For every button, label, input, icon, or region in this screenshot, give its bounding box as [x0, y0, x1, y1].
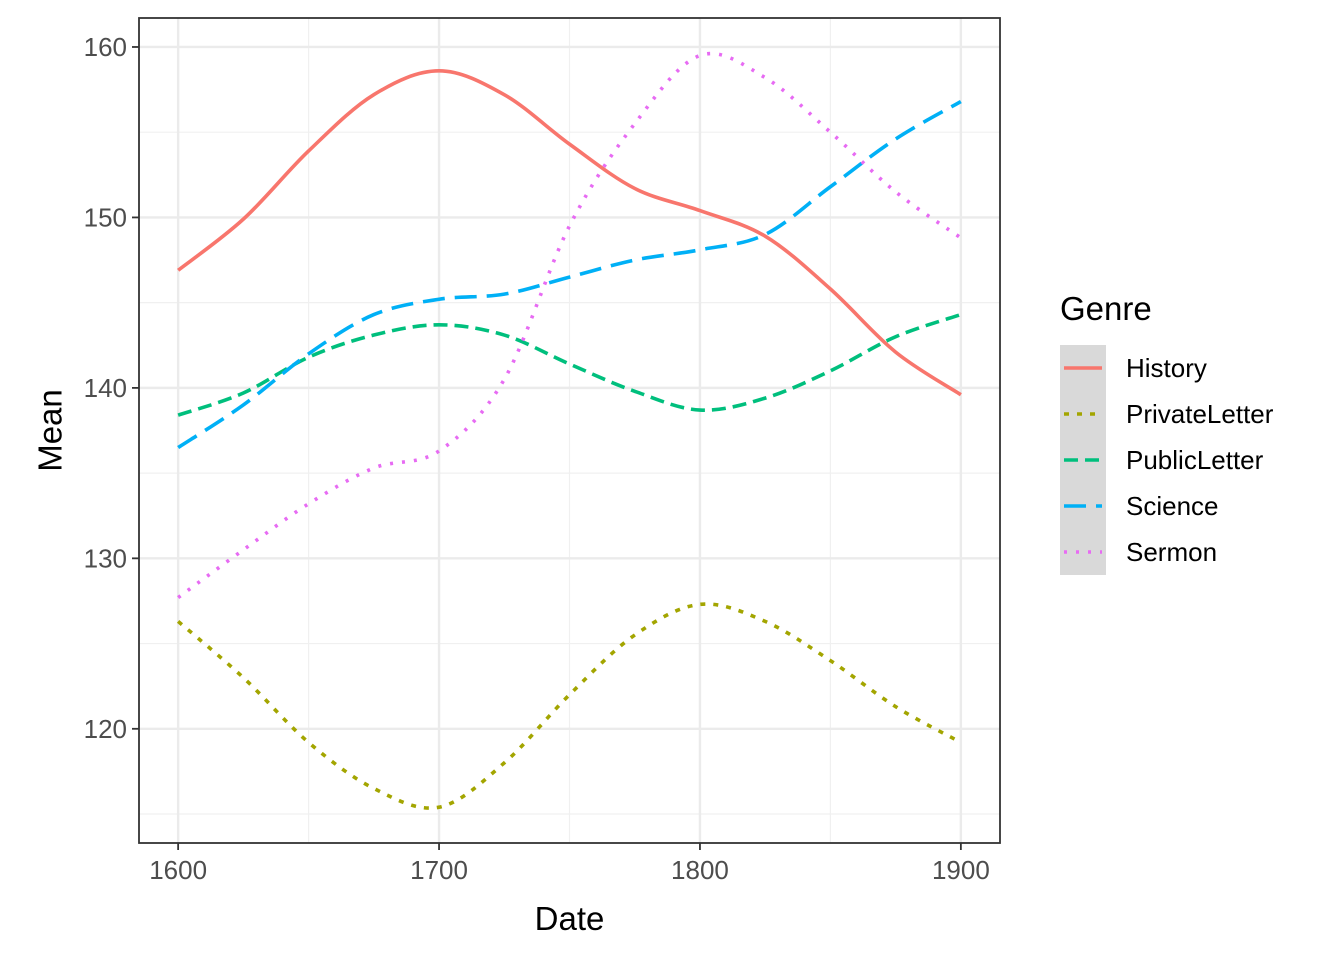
series-line-history [177, 69, 962, 397]
legend-label-history: History [1126, 353, 1207, 383]
legend-label-privateletter: PrivateLetter [1126, 399, 1274, 429]
x-tick-label: 1900 [932, 855, 990, 885]
y-tick-label: 140 [84, 373, 127, 403]
x-tick-label: 1800 [671, 855, 729, 885]
y-tick-label: 160 [84, 32, 127, 62]
grid [139, 18, 1000, 843]
series-line-privateletter [176, 602, 962, 810]
legend: Genre History PrivateLetter PublicLetter Sc… [1060, 290, 1274, 575]
x-axis-title: Date [535, 900, 605, 937]
y-tick-label: 130 [84, 543, 127, 573]
legend-title: Genre [1060, 290, 1152, 327]
y-axis: 120 130 140 150 160 [84, 32, 139, 744]
legend-items: History PrivateLetter PublicLetter Science S… [1064, 353, 1274, 567]
x-tick-label: 1600 [149, 855, 207, 885]
legend-label-science: Science [1126, 491, 1219, 521]
panel-border [138, 17, 1001, 844]
legend-label-sermon: Sermon [1126, 537, 1217, 567]
y-tick-label: 150 [84, 202, 127, 232]
series-layer [176, 51, 962, 810]
y-axis-title: Mean [32, 389, 69, 472]
x-axis: 1600 1700 1800 1900 [149, 843, 990, 885]
series-line-science [177, 99, 962, 450]
y-tick-label: 120 [84, 714, 127, 744]
legend-label-publicletter: PublicLetter [1126, 445, 1264, 475]
x-tick-label: 1700 [410, 855, 468, 885]
